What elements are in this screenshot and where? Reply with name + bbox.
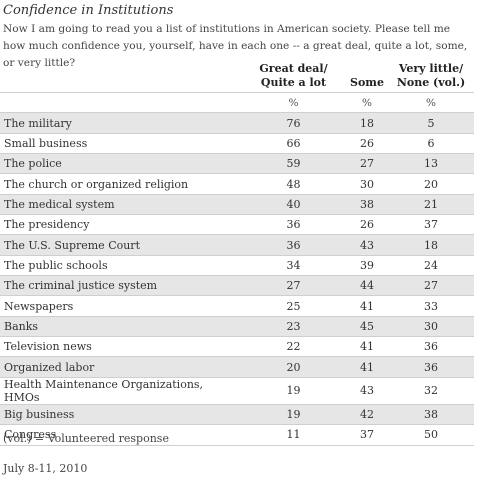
- table-row: The medical system 40 38 21: [0, 193, 474, 215]
- value-some: 42: [346, 403, 388, 425]
- value-great-deal: 66: [241, 132, 346, 154]
- row-label: Health Maintenance Organizations, HMOs: [0, 376, 241, 405]
- table-row: Organized labor 20 41 36: [0, 356, 474, 378]
- unit-cell: %: [388, 91, 474, 113]
- table-row: Newspapers 25 41 33: [0, 295, 474, 317]
- row-label: Banks: [0, 315, 241, 337]
- row-label: Small business: [0, 132, 241, 154]
- header-row: Great deal/Quite a lot Some Very little/…: [0, 62, 474, 93]
- chart-subtitle: Now I am going to read you a list of ins…: [3, 23, 468, 69]
- value-great-deal: 25: [241, 295, 346, 317]
- row-label: The U.S. Supreme Court: [0, 234, 241, 256]
- unit-row: % % %: [0, 91, 474, 113]
- value-very-little: 37: [388, 214, 474, 235]
- confidence-table: Great deal/Quite a lot Some Very little/…: [0, 62, 474, 446]
- table-row: Banks 23 45 30: [0, 315, 474, 337]
- value-some: 37: [346, 424, 388, 446]
- row-label: Organized labor: [0, 356, 241, 378]
- row-label: The police: [0, 153, 241, 174]
- column-header-very-little: Very little/None (vol.): [396, 62, 466, 89]
- value-very-little: 36: [388, 336, 474, 357]
- row-label: The military: [0, 112, 241, 134]
- value-great-deal: 23: [241, 315, 346, 337]
- table-row: The military 76 18 5: [0, 112, 474, 134]
- value-very-little: 30: [388, 315, 474, 337]
- unit-cell: %: [346, 91, 388, 113]
- value-very-little: 27: [388, 275, 474, 296]
- value-very-little: 6: [388, 132, 474, 154]
- value-some: 27: [346, 153, 388, 174]
- unit-empty: [0, 91, 241, 113]
- value-very-little: 18: [388, 234, 474, 256]
- row-label: The medical system: [0, 193, 241, 215]
- row-label: Big business: [0, 403, 241, 425]
- row-label: Congress: [0, 424, 241, 446]
- value-some: 26: [346, 214, 388, 235]
- value-very-little: 32: [388, 376, 474, 405]
- value-great-deal: 27: [241, 275, 346, 296]
- row-label: The church or organized religion: [0, 173, 241, 195]
- value-great-deal: 22: [241, 336, 346, 357]
- table-row: Health Maintenance Organizations, HMOs 19…: [0, 376, 474, 405]
- value-some: 39: [346, 254, 388, 276]
- row-label: The presidency: [0, 214, 241, 235]
- row-label: Newspapers: [0, 295, 241, 317]
- table-row: Big business 19 42 38: [0, 403, 474, 425]
- table-row: The U.S. Supreme Court 36 43 18: [0, 234, 474, 256]
- row-label: Television news: [0, 336, 241, 357]
- value-very-little: 20: [388, 173, 474, 195]
- value-very-little: 50: [388, 424, 474, 446]
- value-some: 41: [346, 356, 388, 378]
- table-row: The presidency 36 26 37: [0, 214, 474, 235]
- value-very-little: 5: [388, 112, 474, 134]
- table-row: The public schools 34 39 24: [0, 254, 474, 276]
- column-header-some: Some: [350, 76, 384, 89]
- value-very-little: 24: [388, 254, 474, 276]
- value-very-little: 13: [388, 153, 474, 174]
- table-row: Congress 11 37 50: [0, 424, 474, 446]
- footnote: (vol.) = Volunteered response: [3, 432, 169, 445]
- value-some: 43: [346, 234, 388, 256]
- unit-cell: %: [241, 91, 346, 113]
- value-some: 43: [346, 376, 388, 405]
- value-some: 18: [346, 112, 388, 134]
- row-label: The public schools: [0, 254, 241, 276]
- value-very-little: 33: [388, 295, 474, 317]
- value-some: 26: [346, 132, 388, 154]
- header-empty: [0, 62, 241, 93]
- row-label: The criminal justice system: [0, 275, 241, 296]
- value-very-little: 21: [388, 193, 474, 215]
- value-great-deal: 19: [241, 376, 346, 405]
- value-some: 44: [346, 275, 388, 296]
- value-some: 41: [346, 295, 388, 317]
- value-great-deal: 40: [241, 193, 346, 215]
- value-some: 38: [346, 193, 388, 215]
- value-great-deal: 20: [241, 356, 346, 378]
- value-some: 30: [346, 173, 388, 195]
- value-very-little: 38: [388, 403, 474, 425]
- value-great-deal: 34: [241, 254, 346, 276]
- value-great-deal: 36: [241, 234, 346, 256]
- survey-date: July 8-11, 2010: [3, 462, 88, 475]
- table-row: The criminal justice system 27 44 27: [0, 275, 474, 296]
- table-row: Television news 22 41 36: [0, 336, 474, 357]
- value-great-deal: 19: [241, 403, 346, 425]
- value-some: 45: [346, 315, 388, 337]
- chart-title: Confidence in Institutions: [3, 3, 174, 18]
- value-great-deal: 48: [241, 173, 346, 195]
- column-header-great-deal: Great deal/Quite a lot: [259, 62, 328, 89]
- value-very-little: 36: [388, 356, 474, 378]
- value-great-deal: 11: [241, 424, 346, 446]
- value-some: 41: [346, 336, 388, 357]
- value-great-deal: 59: [241, 153, 346, 174]
- table-row: The police 59 27 13: [0, 153, 474, 174]
- value-great-deal: 76: [241, 112, 346, 134]
- value-great-deal: 36: [241, 214, 346, 235]
- table-row: Small business 66 26 6: [0, 132, 474, 154]
- table-row: The church or organized religion 48 30 20: [0, 173, 474, 195]
